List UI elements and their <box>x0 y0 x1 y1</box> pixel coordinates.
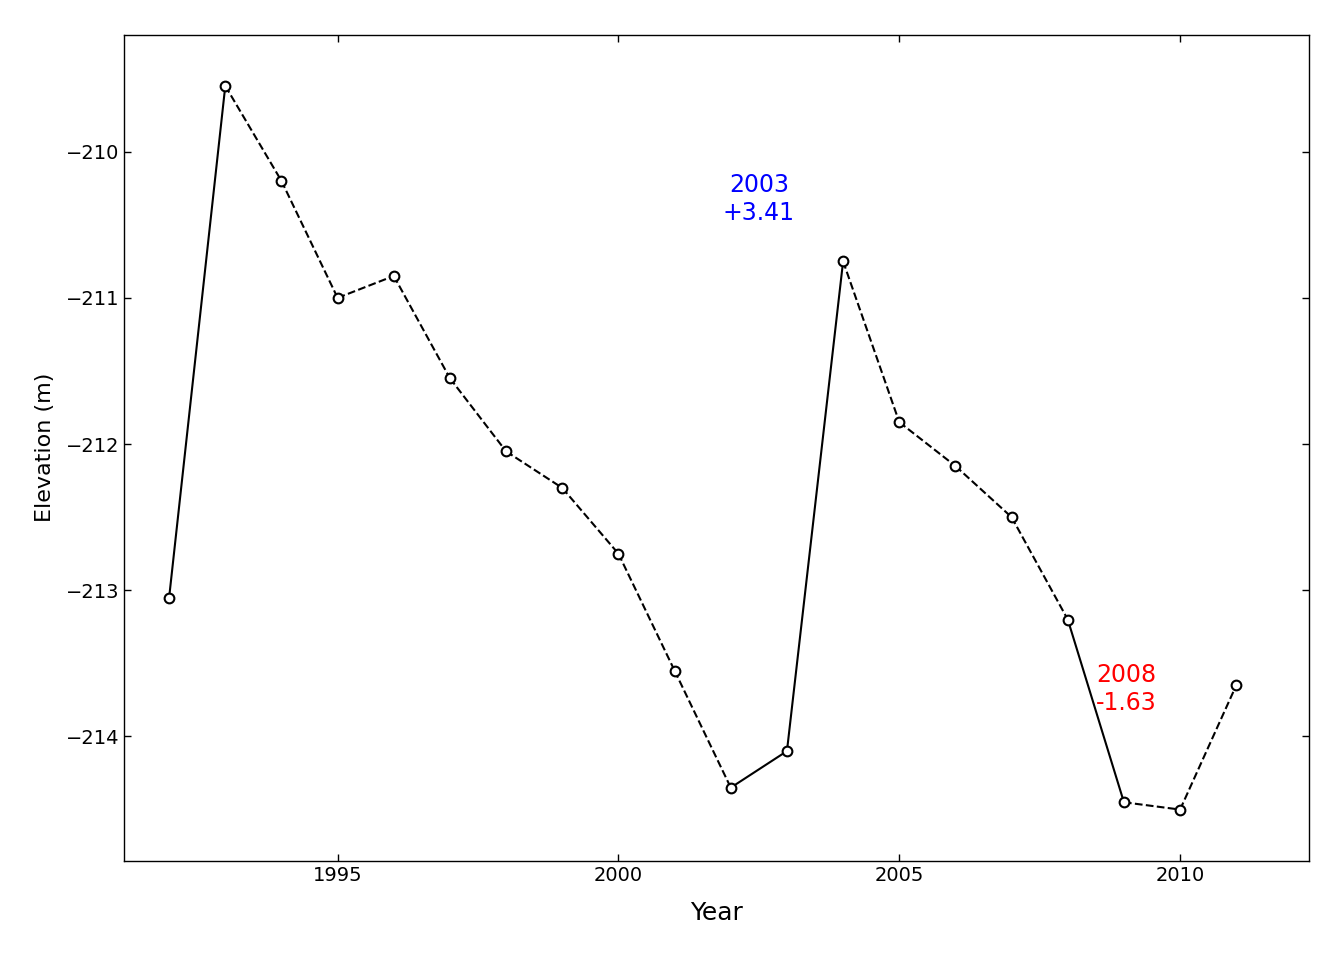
Text: 2003
+3.41: 2003 +3.41 <box>723 173 794 225</box>
Text: 2008
-1.63: 2008 -1.63 <box>1095 663 1157 715</box>
Y-axis label: Elevation (m): Elevation (m) <box>35 373 55 522</box>
X-axis label: Year: Year <box>691 901 743 925</box>
